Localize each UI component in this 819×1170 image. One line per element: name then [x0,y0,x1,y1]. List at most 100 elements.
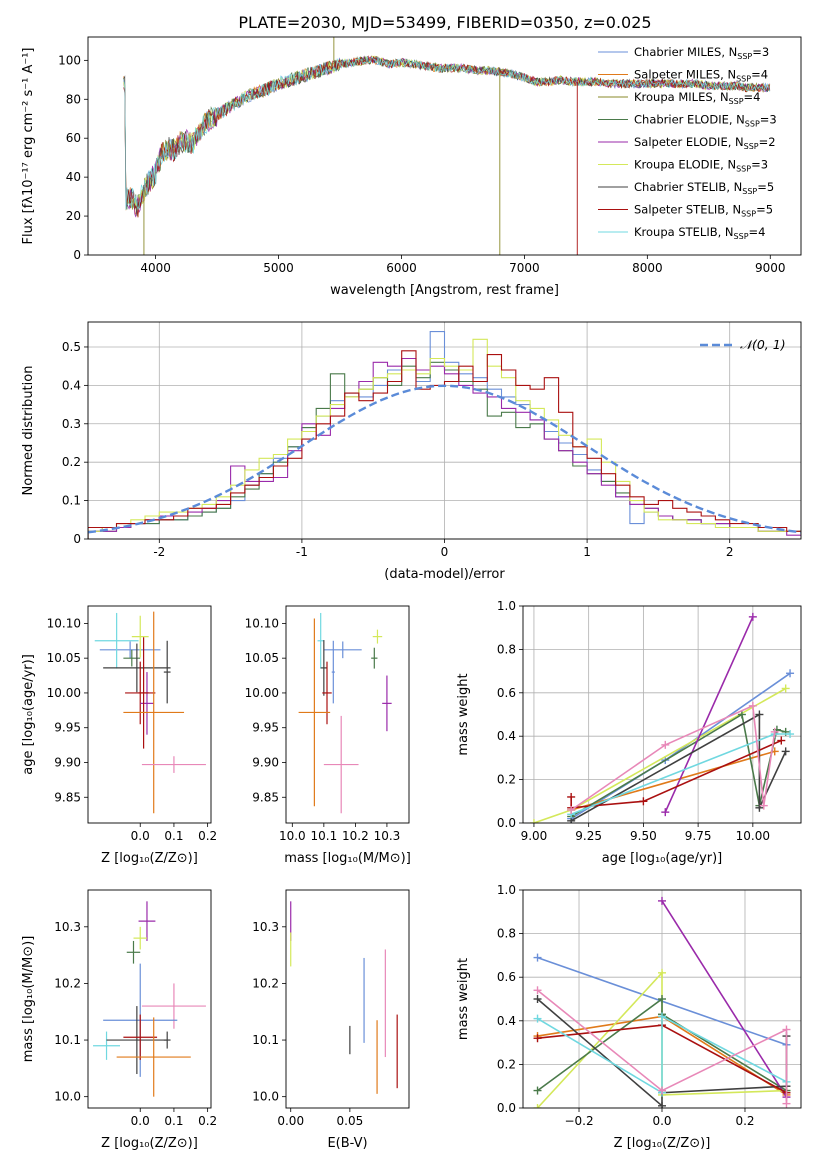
x-axis-label: mass [log₁₀(M/M⊙)] [284,851,411,866]
legend-nssp: =4 [751,68,768,82]
legend-subscript: SSP [741,210,756,219]
legend-nssp: =3 [752,45,769,59]
plus-marker [786,730,795,739]
y-tick-label: 0 [73,248,81,262]
x-tick-label: 0.1 [164,1114,183,1128]
plot-area [123,37,771,255]
y-axis-label: Normed distribution [21,366,36,496]
plot-area [529,612,795,823]
axes-frame [87,889,212,1109]
errorbar-point [320,640,327,696]
x-tick-label: 0.2 [735,1114,754,1128]
y-tick-label: 0.4 [497,729,516,743]
legend-nssp: =3 [751,158,768,172]
x-tick-label: 10.0 [279,829,306,843]
figure-title: PLATE=2030, MJD=53499, FIBERID=0350, z=0… [238,13,651,32]
y-tick-label: 0.4 [497,1014,516,1028]
ticks: 0.00 0.05 10.0 10.1 10.2 10.3 [252,920,363,1128]
plus-marker [777,736,786,745]
x-tick-label: 0.05 [337,1114,364,1128]
errorbar-point [140,672,154,735]
x-tick-label: 9.25 [575,829,602,843]
x-tick-label: 10.00 [736,829,770,843]
y-tick-label: 0.3 [62,417,81,431]
x-tick-label: 2 [726,545,734,559]
errorbar-point [138,901,156,941]
x-tick-label: 9.00 [521,829,548,843]
y-axis-label: age [log₁₀(age/yr)] [21,654,36,775]
x-tick-label: 10.1 [310,829,337,843]
ticks: 9.00 9.25 9.50 9.75 10.00 0.0 0.2 0.4 0.6 0.8 1.0 [497,599,770,843]
plus-marker [567,805,576,814]
ticks: -2 -1 0 1 2 0 0.1 0.2 0.3 0.4 0.5 [62,340,734,559]
x-tick-label: 0 [441,545,449,559]
legend-subscript: SSP [736,165,751,174]
axes-frame [285,889,410,1109]
y-tick-label: 0.2 [497,773,516,787]
errorbar-point [93,1031,121,1060]
plus-marker [759,801,768,810]
legend-subscript: SSP [729,97,744,106]
x-tick-label: 10.2 [342,829,369,843]
plot-area [93,901,206,1097]
errorbar-point [123,611,185,814]
plus-marker [748,612,757,621]
y-tick-label: 10.10 [47,616,81,630]
errorbar-point [123,1014,158,1060]
weight-line [537,1015,787,1095]
axes-frame [87,321,802,540]
spectrum-line [123,56,771,211]
ticks: 4000 5000 6000 7000 8000 9000 0 20 40 60 80 100 [58,53,785,275]
x-tick-label: 9000 [755,261,786,275]
x-axis-label: Z [log₁₀(Z/Z⊙)] [101,1136,198,1151]
x-tick-label: 0.00 [277,1114,304,1128]
y-tick-label: 1.0 [497,599,516,613]
plus-marker [781,684,790,693]
x-tick-label: -1 [296,545,308,559]
y-tick-label: 100 [58,53,81,67]
y-tick-label: 10.10 [245,616,279,630]
x-tick-label: −0.2 [564,1114,593,1128]
x-axis-label: E(B-V) [327,1136,367,1151]
y-axis-label: Flux [fλ10⁻¹⁷ erg cm⁻² s⁻¹ A⁻¹] [21,48,36,245]
spectrum-line [123,55,771,218]
legend-label: Chabrier ELODIE, NSSP=3 [634,113,777,129]
axes-frame [87,605,212,824]
y-tick-label: 10.3 [54,920,81,934]
y-tick-label: 9.90 [252,755,279,769]
errorbar-point [94,612,139,669]
y-tick-label: 40 [66,170,81,184]
x-tick-label: 0.0 [131,1114,150,1128]
errorbar-point [99,641,161,659]
y-tick-label: 10.05 [245,651,279,665]
x-tick-label: 7000 [509,261,540,275]
errorbar-point [371,647,378,669]
plus-marker [782,1099,791,1108]
x-tick-label: 1 [583,545,591,559]
y-tick-label: 0.6 [497,970,516,984]
weight-line [537,997,787,1092]
errorbar-point [126,940,141,964]
y-tick-label: 10.00 [245,686,279,700]
x-tick-label: -2 [153,545,165,559]
y-tick-label: 80 [66,92,81,106]
gaussian-curve [88,384,801,534]
y-tick-label: 0.5 [62,340,81,354]
errorbar-point [317,612,324,669]
plus-marker [737,710,746,719]
plot-area [88,331,801,539]
y-tick-label: 60 [66,131,81,145]
plus-marker [658,968,666,977]
legend-label: Kroupa ELODIE, NSSP=3 [634,158,768,174]
legend-subscript: SSP [737,52,752,61]
x-tick-label: 0.0 [652,1114,671,1128]
legend-nssp: =4 [749,225,766,239]
plus-marker [658,1012,666,1021]
x-tick-label: 8000 [632,261,663,275]
y-tick-label: 10.00 [47,686,81,700]
y-tick-label: 0.8 [497,642,516,656]
plot-area [533,896,791,1108]
errorbar-point [163,1031,171,1049]
y-axis-label: mass [log₁₀(M/M⊙)] [21,936,36,1063]
errorbar-point [133,926,147,950]
